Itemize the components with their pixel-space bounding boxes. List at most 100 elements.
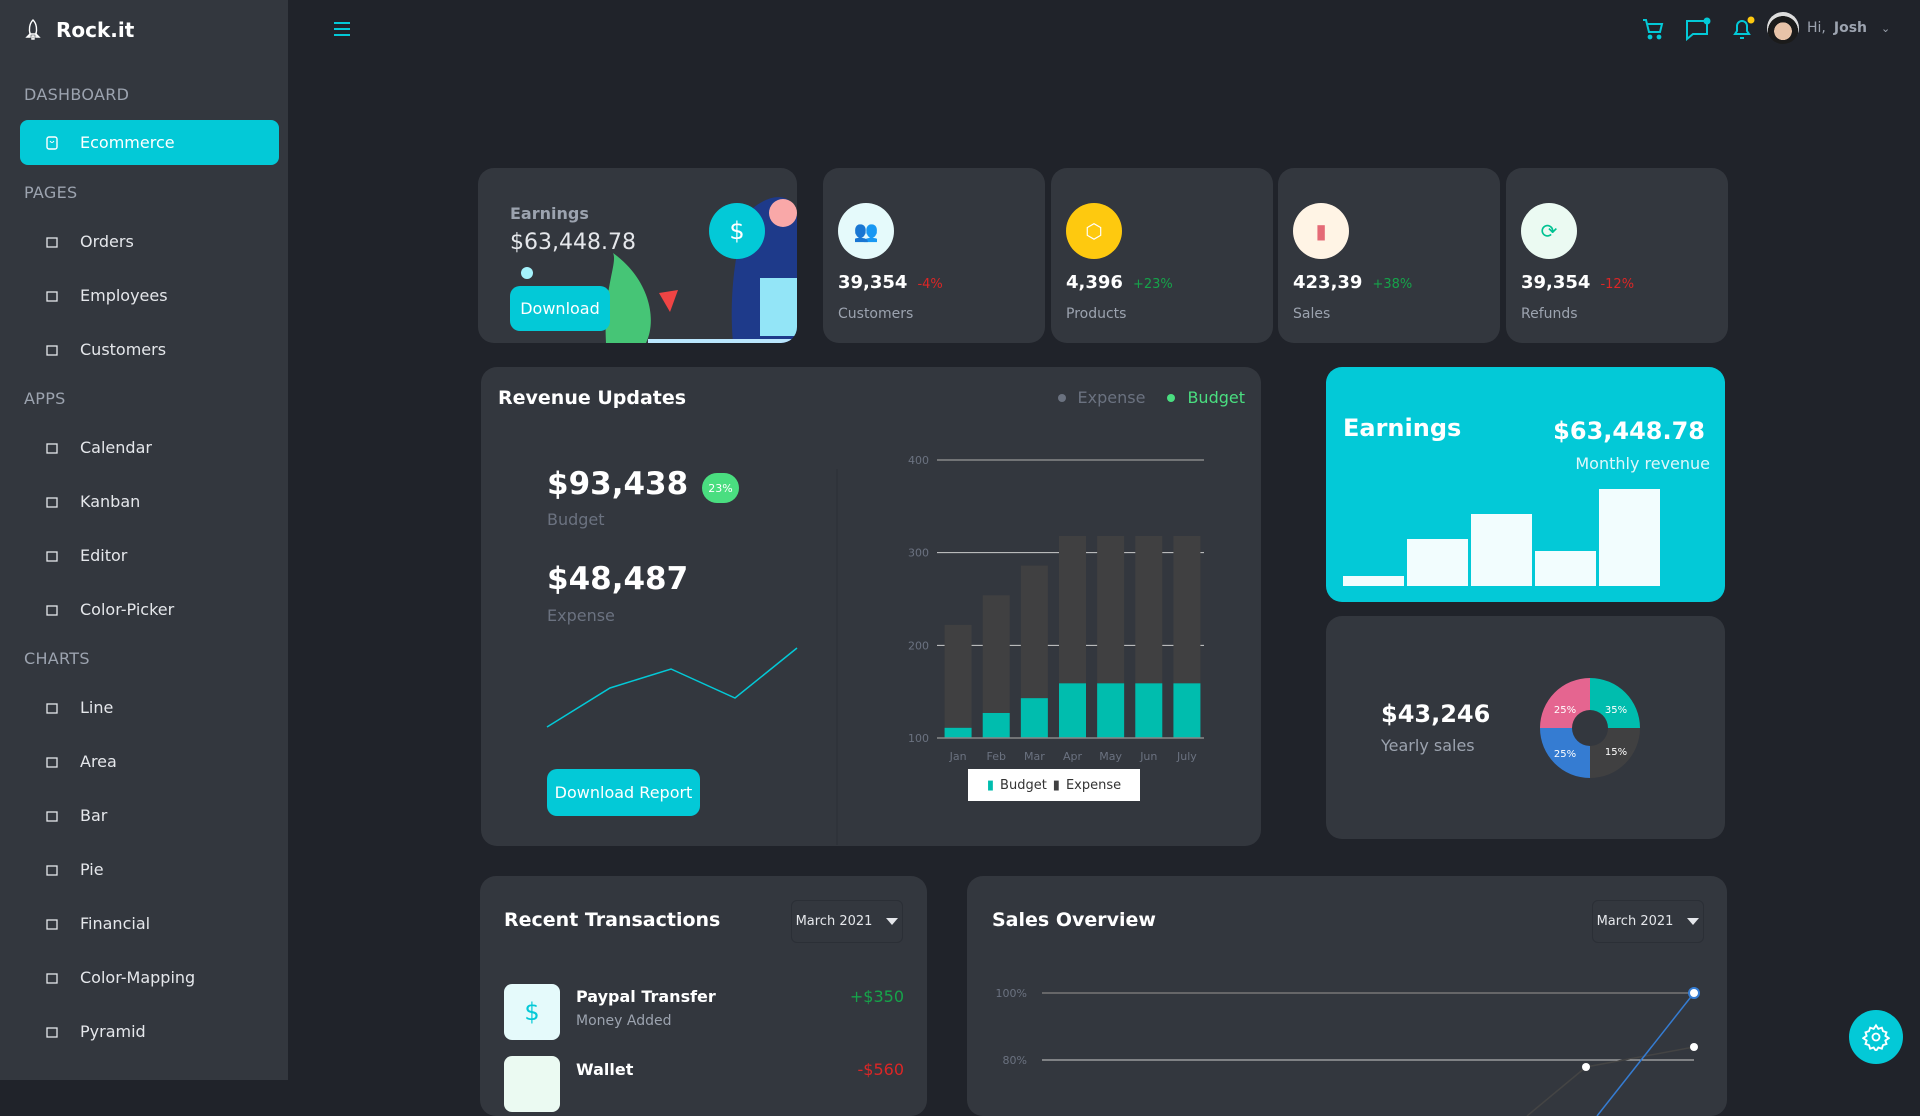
- transactions-month-dropdown[interactable]: March 2021: [791, 900, 903, 943]
- sidebar-item-editor[interactable]: Editor: [20, 533, 279, 578]
- paint-bucket-icon: [46, 604, 58, 616]
- transaction-sub: Money Added: [576, 1013, 672, 1029]
- bar-budget: [1097, 683, 1125, 738]
- sidebar-item-employees[interactable]: Employees: [20, 273, 279, 318]
- donut-slice: [1540, 678, 1590, 728]
- notifications-button[interactable]: [1730, 15, 1756, 45]
- bar-expense: [944, 624, 972, 728]
- chat-icon: [1686, 17, 1711, 42]
- logo[interactable]: Rock.it: [24, 18, 134, 42]
- sidebar-item-label: Color-Mapping: [80, 968, 196, 987]
- menu-toggle-button[interactable]: [333, 20, 351, 38]
- sidebar-item-label: Employees: [80, 286, 168, 305]
- bar-expense: [1059, 535, 1086, 684]
- legend-expense[interactable]: Expense: [1057, 388, 1145, 407]
- budget-value: $93,438: [547, 466, 689, 502]
- app-title: Rock.it: [56, 18, 135, 42]
- sidebar-item-bar[interactable]: Bar: [20, 793, 279, 838]
- sidebar-item-label: Color-Picker: [80, 600, 175, 619]
- slice-label: 35%: [1605, 705, 1627, 716]
- line-chart-icon: [46, 702, 58, 714]
- sidebar-item-pyramid[interactable]: Pyramid: [20, 1009, 279, 1054]
- monthly-value: $63,448.78: [1553, 417, 1705, 445]
- download-button[interactable]: Download: [510, 286, 610, 331]
- stat-change: -12%: [1600, 277, 1635, 292]
- avatar: [1767, 12, 1799, 44]
- sales-line-chart: 100% 80%: [996, 987, 1700, 1116]
- settings-button[interactable]: [1849, 1010, 1903, 1064]
- sidebar-item-pie[interactable]: Pie: [20, 847, 279, 892]
- chat-button[interactable]: [1685, 17, 1711, 45]
- monthly-earnings-card: Earnings $63,448.78 Monthly revenue: [1326, 367, 1725, 602]
- sidebar-item-ecommerce[interactable]: Ecommerce: [20, 120, 279, 165]
- earnings-label: Earnings: [510, 204, 589, 223]
- sidebar-item-area[interactable]: Area: [20, 739, 279, 784]
- donut-slice: [1540, 728, 1590, 778]
- sidebar-item-label: Pie: [80, 860, 104, 879]
- customers-icon[interactable]: 👥: [838, 203, 894, 259]
- bar-expense: [1135, 535, 1163, 684]
- sidebar-item-label: Kanban: [80, 492, 141, 511]
- sidebar-item-label: Calendar: [80, 438, 152, 457]
- monthly-bar: [1471, 514, 1532, 586]
- sidebar-item-orders[interactable]: Orders: [20, 219, 279, 264]
- financial-icon: [46, 918, 58, 930]
- section-label: APPS: [24, 389, 66, 408]
- legend-budget[interactable]: Budget: [1167, 388, 1245, 407]
- legend-expense-icon: ▮: [1052, 777, 1060, 793]
- y-tick: 80%: [1003, 1054, 1027, 1067]
- download-report-button[interactable]: Download Report: [547, 769, 700, 816]
- monthly-bar: [1535, 551, 1596, 586]
- refresh-icon[interactable]: ⟳: [1521, 203, 1577, 259]
- yearly-value: $43,246: [1381, 700, 1491, 728]
- transaction-amount: +$350: [849, 987, 904, 1006]
- transaction-title: Paypal Transfer: [576, 987, 716, 1006]
- transaction-item[interactable]: Wallet -$560: [504, 1056, 904, 1112]
- sidebar-item-label: Editor: [80, 546, 128, 565]
- sales-overview-title: Sales Overview: [992, 909, 1156, 931]
- sidebar-item-kanban[interactable]: Kanban: [20, 479, 279, 524]
- sales-month-dropdown[interactable]: March 2021: [1592, 900, 1704, 943]
- sidebar-item-label: Pyramid: [80, 1022, 146, 1041]
- cart-icon: [46, 236, 58, 248]
- section-label: DASHBOARD: [24, 85, 130, 104]
- stat-card-customers: 👥 39,354 -4% Customers: [823, 168, 1045, 343]
- rocket-icon: [25, 19, 41, 40]
- x-tick-label: Jun: [1139, 750, 1157, 763]
- sidebar-item-calendar[interactable]: Calendar: [20, 425, 279, 470]
- cart-button[interactable]: [1641, 17, 1665, 45]
- calendar-icon: [46, 442, 58, 454]
- sidebar-item-color-picker[interactable]: Color-Picker: [20, 587, 279, 632]
- stat-value: 4,396: [1066, 272, 1123, 293]
- greeting-text: Hi,: [1807, 20, 1826, 36]
- slice-label: 25%: [1554, 749, 1576, 760]
- x-tick-label: July: [1176, 750, 1197, 763]
- data-point: [1688, 987, 1700, 999]
- expense-label: Expense: [547, 606, 615, 625]
- monthly-sub: Monthly revenue: [1575, 454, 1710, 473]
- bar-chart-icon[interactable]: ▮: [1293, 203, 1349, 259]
- sidebar-item-line[interactable]: Line: [20, 685, 279, 730]
- bar-budget: [1173, 683, 1201, 738]
- box-icon[interactable]: ⬡: [1066, 203, 1122, 259]
- y-tick-label: 400: [908, 454, 929, 467]
- stat-change: +23%: [1132, 277, 1173, 292]
- sidebar-item-customers[interactable]: Customers: [20, 327, 279, 372]
- user-profile-button[interactable]: Hi, Josh ⌄: [1767, 12, 1890, 44]
- yearly-donut-chart: 35% 15% 25% 25%: [1540, 678, 1640, 778]
- caret-down-icon: [1687, 918, 1700, 925]
- earnings-illustration: [521, 197, 797, 343]
- bar-budget: [1059, 683, 1086, 738]
- bar-expense: [1020, 565, 1048, 699]
- bar-budget: [1135, 683, 1163, 738]
- dollar-icon: $: [504, 984, 560, 1040]
- budget-row: $93,438 23%: [547, 465, 739, 503]
- dollar-badge: $: [709, 203, 765, 259]
- sidebar-item-financial[interactable]: Financial: [20, 901, 279, 946]
- revenue-updates-card: Revenue Updates Expense Budget $93,438 2…: [481, 367, 1261, 846]
- transaction-item[interactable]: $ Paypal Transfer Money Added +$350: [504, 984, 904, 1040]
- legend-budget-label: Budget: [1187, 388, 1245, 407]
- x-tick-label: Feb: [986, 750, 1005, 763]
- sidebar-item-color-mapping[interactable]: Color-Mapping: [20, 955, 279, 1000]
- sidebar-item-label: Line: [80, 698, 114, 717]
